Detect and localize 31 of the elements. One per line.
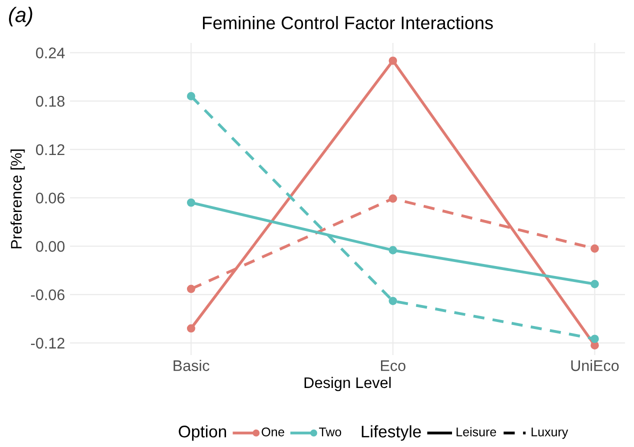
text: Lifestyle — [362, 425, 421, 441]
y-tick-label: -0.12 — [31, 338, 64, 349]
text: Luxury — [532, 428, 568, 439]
point — [388, 194, 398, 203]
x-tick-label: Eco — [381, 360, 406, 372]
point — [186, 324, 196, 333]
chart-title: Feminine Control Factor Interactions — [202, 16, 493, 30]
point — [388, 56, 398, 65]
legend-title: Option — [178, 425, 226, 441]
y-tick-label: 0.18 — [36, 96, 64, 107]
y-tick-label: 0.24 — [36, 48, 65, 58]
point — [186, 92, 196, 100]
text: (a) — [8, 6, 32, 26]
point — [590, 280, 599, 288]
legend-label: Two — [319, 428, 342, 436]
x-tick-label: Basic — [174, 360, 210, 372]
legend-label: One — [262, 428, 284, 436]
x-tick-label: UniEco — [571, 360, 619, 372]
y-axis-title: Preference [%] — [10, 150, 25, 248]
y-tick-label: -0.06 — [31, 289, 64, 300]
point — [590, 244, 599, 253]
text: Leisure — [456, 427, 496, 436]
point — [186, 284, 196, 294]
x-axis-title: Design Level — [304, 376, 391, 392]
y-tick-label: 0.06 — [36, 192, 64, 204]
point — [388, 296, 398, 306]
point — [186, 198, 196, 207]
point — [590, 334, 599, 344]
y-tick-label: 0.00 — [36, 241, 65, 252]
point — [388, 246, 398, 254]
y-tick-label: 0.12 — [36, 144, 64, 156]
